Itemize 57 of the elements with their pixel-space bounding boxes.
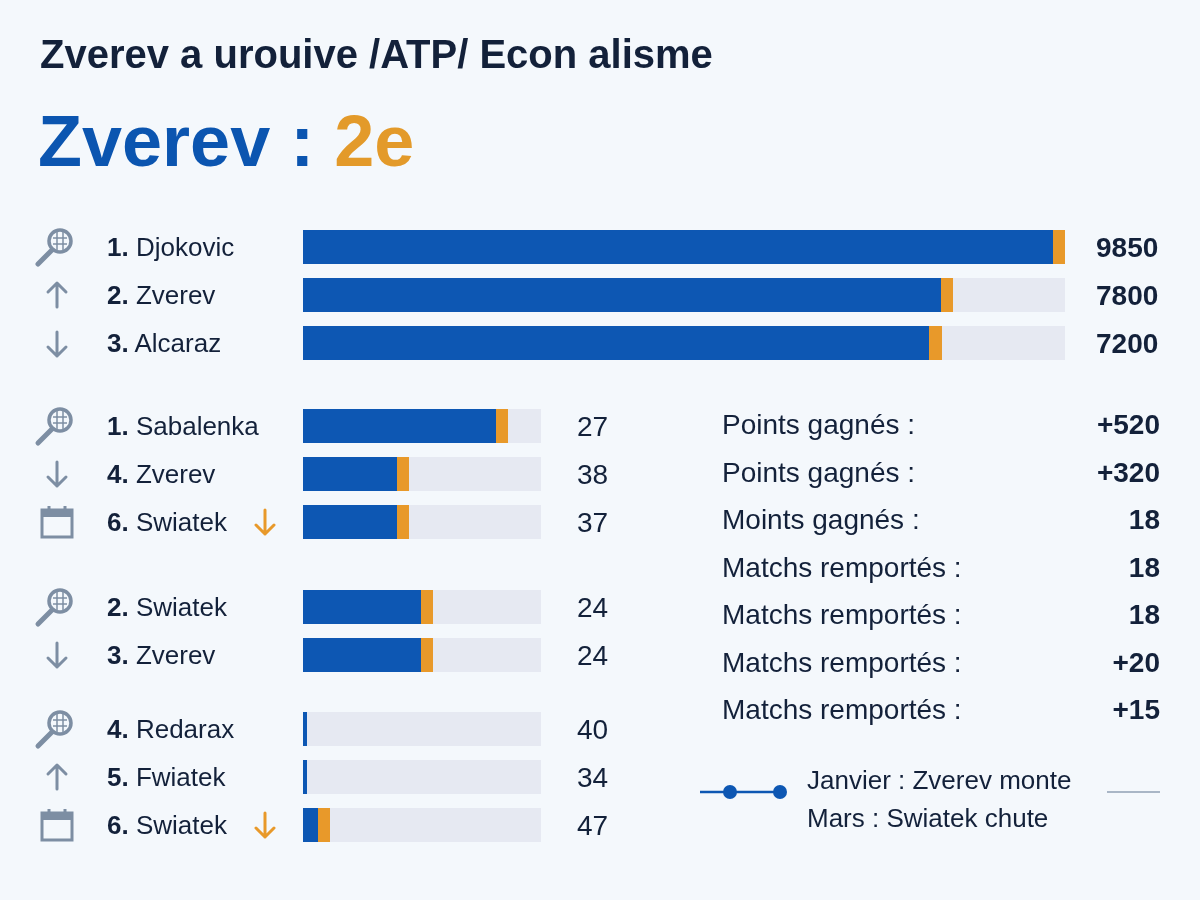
bar <box>408 505 541 539</box>
text: 24 <box>577 592 609 623</box>
category-label: Points gagnés : +320 <box>722 456 1160 488</box>
chart-subtitle: Zverev : 2e <box>38 100 415 182</box>
category-label: Matchs remportés : +20 <box>722 646 1160 678</box>
y-tick-label: 5. Fwiatek <box>107 762 227 792</box>
bar <box>952 278 1065 312</box>
y-tick-label: 2. Swiatek <box>107 592 228 622</box>
bar <box>941 326 1065 360</box>
text: 27 <box>577 411 609 442</box>
bar <box>303 278 941 312</box>
text: 38 <box>577 459 609 490</box>
category-label: Moints gagnés : 18 <box>722 504 1160 535</box>
bar <box>397 505 409 539</box>
y-tick-label: 1. Sabalenka <box>107 411 260 441</box>
bar <box>303 230 1053 264</box>
bar <box>408 457 541 491</box>
text: 9850 <box>1096 232 1159 263</box>
bar <box>303 457 398 491</box>
y-tick-label: 4. Zverev <box>107 459 216 489</box>
bar <box>940 278 953 312</box>
bar <box>397 457 409 491</box>
chart-title: Zverev a urouive /ATP/ Econ alisme <box>40 32 713 77</box>
category-label: Matchs remportés : +15 <box>722 694 1160 725</box>
y-tick-label: 3. Zverev <box>107 640 216 670</box>
bar <box>303 808 318 842</box>
text: Mars : Swiatek chute <box>807 803 1049 834</box>
text: 7200 <box>1096 328 1159 359</box>
text: 47 <box>577 810 609 841</box>
y-tick-label: 1. Djokovic <box>107 232 235 262</box>
text: 7800 <box>1096 280 1159 311</box>
bar <box>303 326 930 360</box>
text: 24 <box>577 640 609 671</box>
text: Janvier : Zverev monte <box>807 765 1072 796</box>
text: 34 <box>577 762 609 793</box>
y-tick-label: 2. Zverev <box>107 280 216 310</box>
bar <box>317 808 330 842</box>
text: 40 <box>577 714 609 745</box>
bar <box>496 409 508 443</box>
bar <box>307 712 541 746</box>
y-tick-label: 6. Swiatek <box>107 507 228 537</box>
bar <box>929 326 942 360</box>
text: 37 <box>577 507 609 538</box>
y-tick-label: 6. Swiatek <box>107 810 228 840</box>
bar <box>303 712 308 746</box>
bar <box>507 409 541 443</box>
bar <box>307 760 541 794</box>
bar <box>303 409 497 443</box>
y-tick-label: 4. Redarax <box>107 714 235 744</box>
y-tick-label: 3. Alcaraz <box>107 328 222 358</box>
bar <box>303 760 308 794</box>
bar <box>303 505 398 539</box>
category-label: Points gagnés : +520 <box>722 409 1160 440</box>
category-label: Matchs remportés : 18 <box>722 551 1160 583</box>
bar <box>1052 230 1065 264</box>
bar <box>329 808 541 842</box>
category-label: Matchs remportés : 18 <box>722 599 1160 630</box>
